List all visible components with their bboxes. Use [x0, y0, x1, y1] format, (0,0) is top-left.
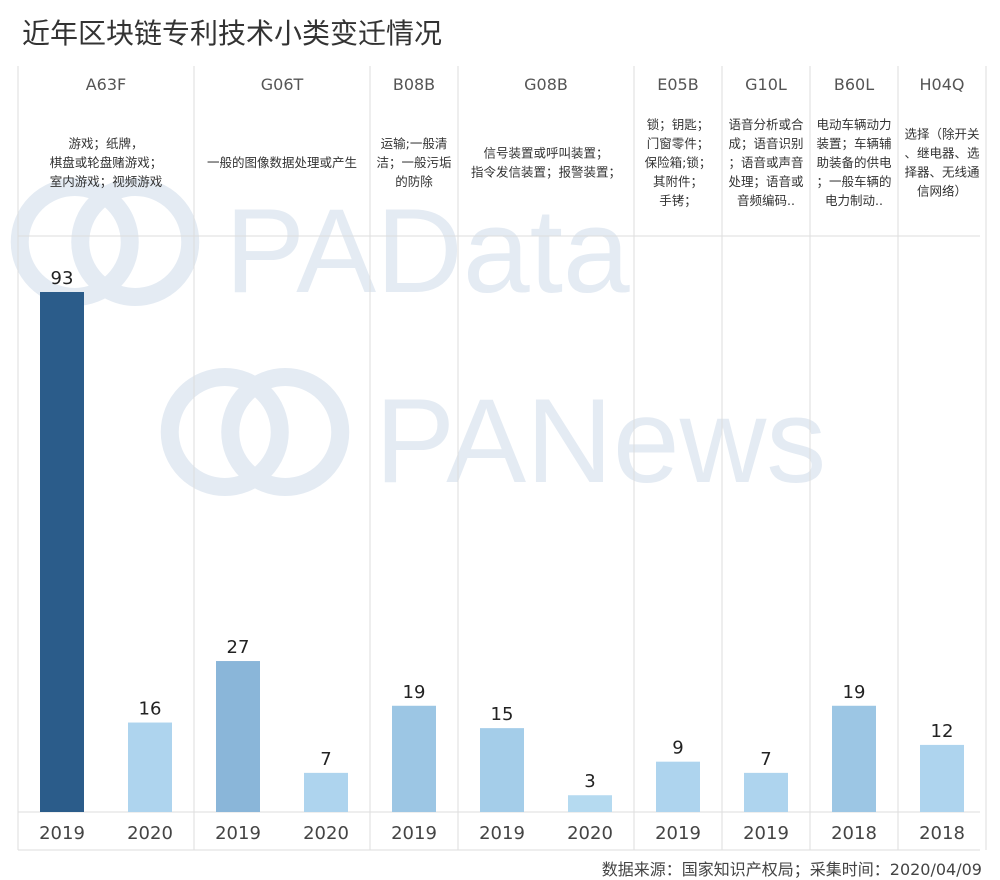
bar [304, 772, 348, 812]
year-tick-label: 2019 [479, 823, 525, 844]
category-description-line: 其附件； [653, 174, 703, 189]
category-code-label: B08B [393, 75, 435, 94]
bar-value-label: 7 [320, 749, 331, 770]
category-code-label: G10L [745, 75, 787, 94]
category-description-line: 电动车辆动力 [816, 117, 891, 132]
chart-title: 近年区块链专利技术小类变迁情况 [22, 17, 443, 50]
watermark-text: PANews [375, 374, 826, 508]
bar-value-label: 15 [491, 704, 514, 725]
bar [392, 705, 436, 812]
group-header-layer: A63F 游戏；纸牌， 棋盘或轮盘赌游戏； 室内游戏；视频游戏 G06T 一般的图像数据处… [50, 75, 980, 208]
category-description-line: 一般的图像数据处理或产生 [207, 155, 357, 170]
category-description-line: 音频编码.. [737, 193, 795, 208]
category-description-line: 助装备的供电 [816, 155, 892, 170]
category-description-line: ；语音或声音 [728, 155, 803, 170]
category-code-label: H04Q [920, 75, 965, 94]
bar-layer: 93 2019 16 2020 27 2019 7 2020 19 2019 15 2019 3 2020… [39, 268, 965, 844]
source-note: 数据来源：国家知识产权局；采集时间：2020/04/09 [601, 860, 982, 879]
category-description-line: 语音分析或合 [728, 117, 804, 132]
bar-value-label: 19 [843, 682, 866, 703]
category-description-line: 洁；一般污垢 [376, 155, 451, 170]
category-description-line: 棋盘或轮盘赌游戏； [50, 155, 163, 170]
bar-value-label: 93 [51, 268, 74, 289]
bar [216, 661, 260, 812]
category-description-line: 游戏；纸牌， [68, 136, 143, 151]
category-description-line: ；一般车辆的 [816, 174, 891, 189]
year-tick-label: 2020 [303, 823, 349, 844]
category-description-line: 锁；钥匙； [647, 117, 710, 132]
year-tick-label: 2018 [831, 823, 877, 844]
bar [480, 728, 524, 812]
year-tick-label: 2018 [919, 823, 965, 844]
bar [920, 744, 964, 812]
bar-value-label: 3 [584, 771, 595, 792]
category-description-line: 信网络） [917, 184, 967, 199]
category-description-line: 的防除 [395, 174, 433, 189]
bar [744, 772, 788, 812]
category-description-line: 电力制动.. [825, 193, 883, 208]
year-tick-label: 2019 [39, 823, 85, 844]
category-description-line: 手铐； [659, 193, 697, 208]
bar [656, 761, 700, 812]
category-description-line: 保险箱;锁； [645, 155, 712, 170]
category-code-label: G06T [261, 75, 304, 94]
category-description-line: 装置；车辆辅 [816, 136, 891, 151]
bar [128, 722, 172, 812]
category-description-line: 门窗零件； [647, 136, 710, 151]
category-code-label: B60L [834, 75, 874, 94]
category-description-line: 运输;一般清 [381, 136, 448, 151]
bar [568, 795, 612, 812]
category-description-line: 处理；语音或 [728, 174, 804, 189]
category-description-line: 选择（除开关 [904, 127, 979, 142]
year-tick-label: 2020 [127, 823, 173, 844]
bar-value-label: 7 [760, 749, 771, 770]
year-tick-label: 2019 [743, 823, 789, 844]
grid-layer [17, 66, 987, 851]
category-description-line: 择器、无线通 [904, 165, 980, 180]
bar-value-label: 12 [931, 721, 954, 742]
bar [40, 292, 84, 812]
category-description-line: 、继电器、选 [904, 146, 980, 161]
category-description-line: 信号装置或呼叫装置； [483, 146, 608, 161]
bar-value-label: 16 [139, 699, 162, 720]
bar-value-label: 9 [672, 738, 683, 759]
year-tick-label: 2019 [655, 823, 701, 844]
category-description-line: 室内游戏；视频游戏 [50, 174, 163, 189]
year-tick-label: 2019 [215, 823, 261, 844]
watermark-layer: PAData PANews [10, 178, 826, 508]
watermark-logo-icon [10, 178, 200, 306]
bar-value-label: 19 [403, 682, 426, 703]
year-tick-label: 2020 [567, 823, 613, 844]
bar [832, 705, 876, 812]
watermark-text: PAData [225, 184, 630, 318]
category-code-label: G08B [524, 75, 568, 94]
category-code-label: E05B [657, 75, 698, 94]
year-tick-label: 2019 [391, 823, 437, 844]
bar-value-label: 27 [227, 637, 250, 658]
category-description-line: 成；语音识别 [728, 136, 803, 151]
watermark-logo-icon [160, 368, 350, 496]
category-code-label: A63F [86, 75, 127, 94]
category-description-line: 指令发信装置；报警装置； [471, 165, 621, 180]
